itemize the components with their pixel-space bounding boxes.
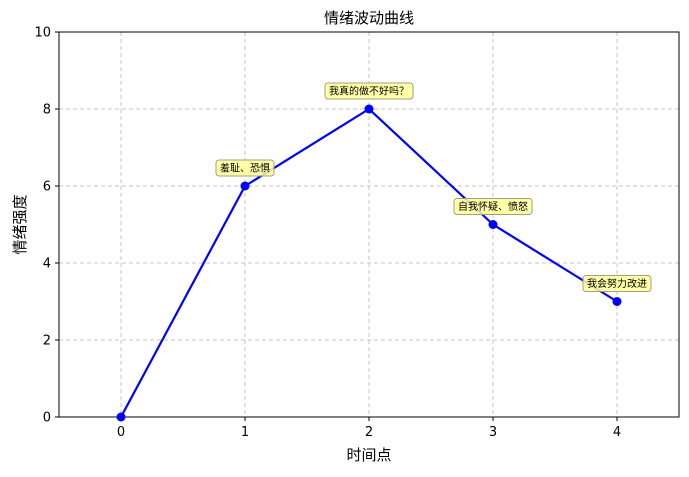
x-tick-label: 0 [117, 425, 125, 440]
data-point [240, 181, 250, 191]
x-tick-label: 3 [489, 425, 497, 440]
chart-title: 情绪波动曲线 [324, 9, 414, 27]
y-tick-label: 4 [43, 257, 51, 272]
data-point [612, 297, 622, 306]
y-axis-label: 情绪强度 [11, 194, 29, 254]
annotation-box [324, 82, 414, 100]
y-tick-label: 0 [43, 411, 51, 426]
annotation-label: 羞耻、恐惧 [220, 162, 270, 175]
y-tick-label: 2 [43, 334, 51, 349]
data-point [488, 220, 498, 229]
x-tick-label: 1 [241, 425, 249, 440]
y-axis-ticks: 0 2 4 6 8 10 [34, 26, 59, 426]
annotation-box [453, 198, 533, 215]
data-point [116, 412, 126, 422]
annotation-label: 我会努力改进 [587, 277, 647, 290]
y-tick-label: 8 [43, 103, 51, 118]
annotation: 我会努力改进 [582, 275, 652, 292]
annotation-label: 我真的做不好吗？ [329, 85, 409, 98]
annotation: 自我怀疑、愤怒 [453, 198, 533, 215]
annotation-box [215, 159, 275, 177]
data-point [364, 104, 374, 114]
annotation: 羞耻、恐惧 [215, 159, 275, 177]
x-tick-label: 2 [365, 425, 373, 440]
x-axis-label: 时间点 [346, 446, 391, 464]
x-axis-ticks: 0 1 2 3 4 [117, 417, 621, 440]
y-tick-label: 6 [43, 180, 51, 195]
annotation-label: 自我怀疑、愤怒 [458, 200, 528, 213]
x-tick-label: 4 [613, 425, 621, 440]
annotation-box [582, 275, 652, 292]
annotation: 我真的做不好吗？ [324, 82, 414, 100]
y-tick-label: 10 [34, 26, 51, 41]
series [116, 104, 622, 422]
